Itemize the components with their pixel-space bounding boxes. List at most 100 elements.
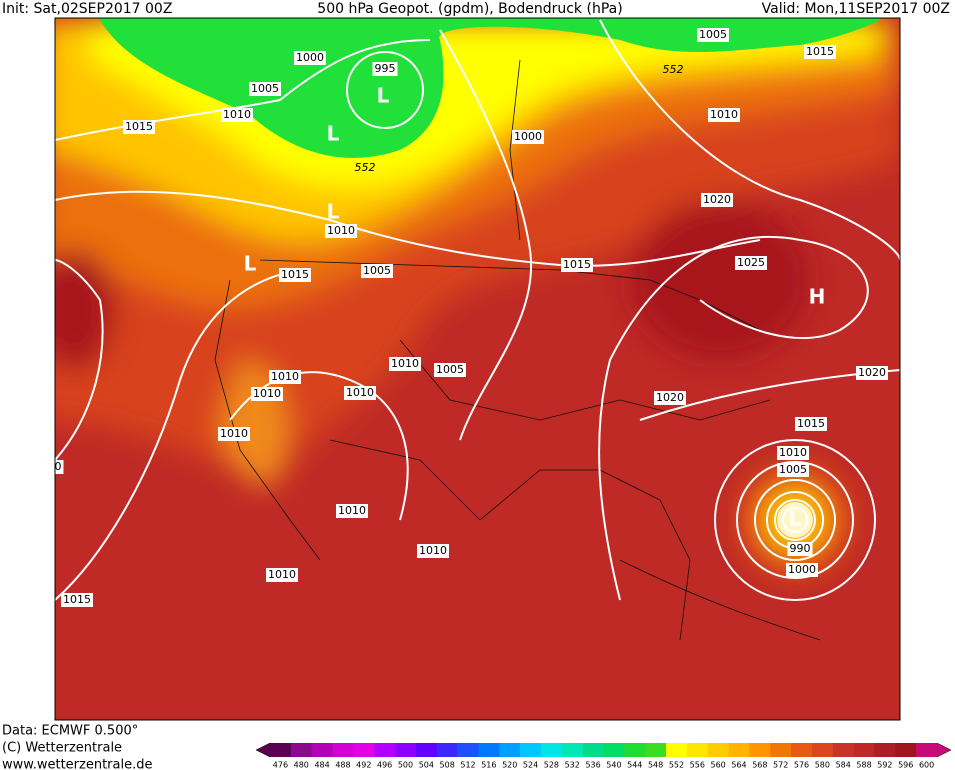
colorbar-swatch <box>603 743 625 757</box>
isobar-label: 1005 <box>436 363 464 376</box>
colorbar-swatch <box>499 743 521 757</box>
colorbar-tick-label: 580 <box>815 761 830 770</box>
pressure-center: H <box>809 285 826 309</box>
colorbar-tick-label: 492 <box>356 761 371 770</box>
colorbar-swatch <box>853 743 875 757</box>
isobar-label-box <box>697 28 729 42</box>
colorbar-tick-label: 568 <box>752 761 767 770</box>
isobar-label-box <box>787 542 813 556</box>
colorbar-arrow-left <box>255 742 271 758</box>
colorbar-tick-label: 516 <box>481 761 496 770</box>
valid-time: Valid: Mon,11SEP2017 00Z <box>762 1 950 17</box>
isobar-label-box <box>123 120 155 134</box>
isobar-label: 1000 <box>514 130 542 143</box>
colorbar-tick-label: 588 <box>856 761 871 770</box>
map-frame <box>54 17 901 721</box>
isobar-label-box <box>269 370 301 384</box>
pressure-center: L <box>327 200 340 224</box>
colorbar-swatch <box>916 743 938 757</box>
isobar-label: 1010 <box>338 504 366 517</box>
colorbar-swatch <box>811 743 834 757</box>
colorbar-tick-label: 564 <box>731 761 746 770</box>
isobar-label: 1015 <box>63 593 91 606</box>
colorbar-swatch <box>311 743 333 757</box>
isobar-label-box <box>221 108 253 122</box>
colorbar-tick-label: 512 <box>460 761 475 770</box>
isobar-label-box <box>249 82 281 96</box>
pressure-center: L <box>327 122 340 146</box>
colorbar-tick-label: 596 <box>898 761 913 770</box>
colorbar-swatch <box>290 743 312 757</box>
colorbar-tick-label: 504 <box>419 761 434 770</box>
isobar-label: 1020 <box>656 391 684 404</box>
colorbar-tick-label: 556 <box>690 761 705 770</box>
isobar-label: 1015 <box>563 258 591 271</box>
colorbar-arrow-right <box>936 742 952 758</box>
colorbar-swatch <box>770 743 792 757</box>
colorbar-swatch <box>874 743 896 757</box>
isobar-label: 1020 <box>858 366 886 379</box>
isobar-label: 1005 <box>363 264 391 277</box>
colorbar-tick-label: 540 <box>606 761 621 770</box>
isobar-label-box <box>325 224 357 238</box>
isobar-label: 1000 <box>296 51 324 64</box>
colorbar-swatch <box>374 743 396 757</box>
isobar-label: 1005 <box>779 463 807 476</box>
isobar-label-box <box>266 568 298 582</box>
isobar-label: 1000 <box>788 563 816 576</box>
colorbar-tick-label: 544 <box>627 761 642 770</box>
colorbar-tick-label: 532 <box>565 761 580 770</box>
isobar-label-box <box>708 108 740 122</box>
isobar-label: 1010 <box>419 544 447 557</box>
colorbar-tick-label: 496 <box>377 761 392 770</box>
colorbar-tick-label: 480 <box>294 761 309 770</box>
colorbar-swatch <box>520 743 542 757</box>
colorbar-swatch <box>707 743 729 757</box>
colorbar-swatch <box>582 743 604 757</box>
isobar-label: 1010 <box>271 370 299 383</box>
colorbar-swatch <box>791 743 813 757</box>
isobar-label: 1015 <box>281 268 309 281</box>
colorbar-tick-label: 600 <box>919 761 934 770</box>
isobar-label: 1015 <box>797 417 825 430</box>
isobar-label: 1005 <box>699 28 727 41</box>
isobar-label-box <box>804 45 836 59</box>
isobar-label-box <box>61 593 93 607</box>
isobar-label: 1010 <box>710 108 738 121</box>
isobar-label-box <box>361 264 393 278</box>
isobar-label-box <box>795 417 827 431</box>
height-label: 552 <box>663 63 684 76</box>
colorbar-tick-label: 592 <box>877 761 892 770</box>
colorbar-swatch <box>561 743 583 757</box>
height-label: 552 <box>355 161 376 174</box>
isobar-label-box <box>251 387 283 401</box>
colorbar-swatch <box>478 743 500 757</box>
colorbar-tick-label: 488 <box>335 761 350 770</box>
isobar-label: 1010 <box>346 386 374 399</box>
borders <box>214 59 821 641</box>
isobar-label-box <box>389 357 421 371</box>
colorbar-swatch <box>353 743 375 757</box>
pressure-center: L <box>244 252 257 276</box>
isobar-label: 990 <box>790 542 811 555</box>
colorbar-tick-label: 520 <box>502 761 517 770</box>
colorbar-tick-label: 584 <box>836 761 851 770</box>
pressure-center: L <box>789 507 802 531</box>
isobar-label: 1020 <box>703 193 731 206</box>
colorbar-swatch <box>436 743 458 757</box>
colorbar-tick-label: 476 <box>273 761 288 770</box>
isobar-label: 1010 <box>268 568 296 581</box>
isobar-label: 1010 <box>779 446 807 459</box>
isobar-label-box <box>561 258 593 272</box>
colorbar-swatch <box>415 743 438 757</box>
isobar-label-box <box>372 62 398 76</box>
colorbar-tick-label: 536 <box>585 761 600 770</box>
colorbar-tick-label: 484 <box>314 761 329 770</box>
colorbar-swatch <box>895 743 917 757</box>
colorbar-swatch <box>728 743 750 757</box>
isobar-label: 1010 <box>391 357 419 370</box>
